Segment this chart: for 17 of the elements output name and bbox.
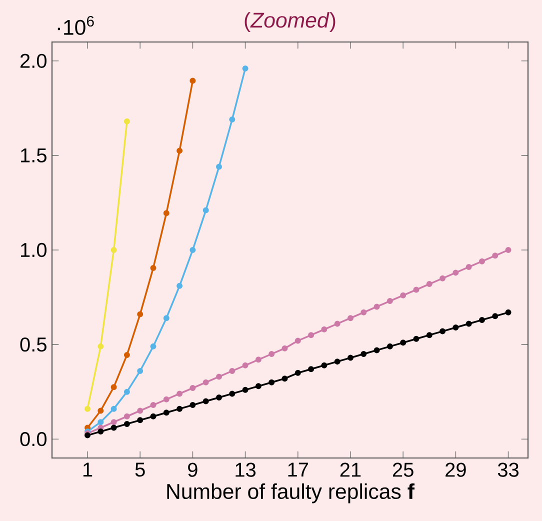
y-tick-label: 1.0 xyxy=(21,242,46,258)
x-tick-label: 17 xyxy=(288,462,308,476)
chart-title: (Zoomed) xyxy=(244,12,336,32)
y-tick-label: 0.0 xyxy=(20,432,46,446)
x-axis-title: Number of faulty replicas f xyxy=(167,483,415,504)
x-tick-label: 33 xyxy=(498,462,519,477)
x-tick-label: 9 xyxy=(188,462,198,477)
y-tick-label: 1.5 xyxy=(21,148,46,162)
y-tick-label: 2.0 xyxy=(20,54,46,68)
x-tick-label: 25 xyxy=(392,462,414,477)
y-tick-label: 0.5 xyxy=(20,337,46,352)
x-tick-label: 29 xyxy=(446,462,466,477)
text: ·10$^{6}$ xyxy=(58,16,94,35)
x-tick-label: 5 xyxy=(135,462,145,477)
x-tick-label: 1 xyxy=(83,462,92,476)
x-tick-label: 13 xyxy=(236,462,256,477)
x-tick-label: 21 xyxy=(340,462,361,477)
